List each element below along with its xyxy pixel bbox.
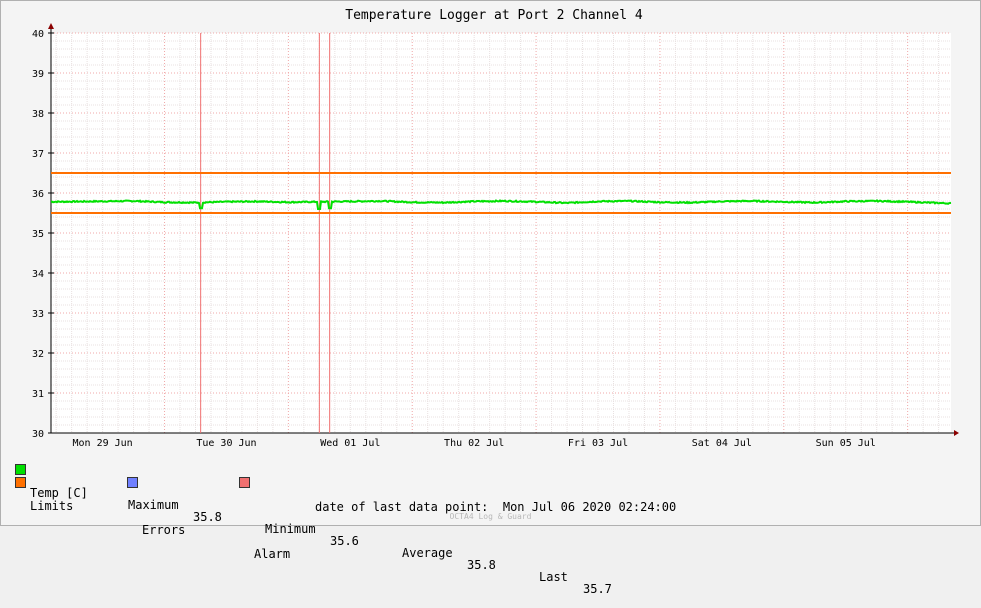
x-tick-label: Sat 04 Jul: [692, 438, 752, 449]
x-tick-label: Sun 05 Jul: [816, 438, 876, 449]
y-tick-label: 38: [32, 109, 44, 120]
legend-temp-label: Temp [C]: [30, 486, 88, 500]
grid: [51, 32, 951, 434]
y-tick-label: 40: [32, 29, 44, 40]
temp-swatch: [15, 464, 26, 475]
legend-max-label: Maximum: [128, 498, 179, 512]
legend-row-limits: Limits Errors Alarm: [15, 476, 290, 572]
y-tick-label: 32: [32, 349, 44, 360]
x-tick-label: Thu 02 Jul: [444, 438, 504, 449]
axes: [48, 23, 959, 436]
y-axis-arrow: [48, 23, 54, 29]
y-tick-label: 34: [32, 269, 44, 280]
footer-date-value: Mon Jul 06 2020 02:24:00: [502, 500, 677, 514]
x-tick-label: Fri 03 Jul: [568, 438, 628, 449]
limits-swatch: [15, 477, 26, 488]
temp-series-line: [50, 199, 952, 210]
footer-date-label: date of last data point:: [315, 500, 489, 514]
y-tick-labels: 30 31 32 33 34 35 36 37 38 39 40: [32, 29, 44, 440]
footer: date of last data point: Mon Jul 06 2020…: [315, 500, 676, 514]
x-tick-label: Tue 30 Jun: [196, 438, 256, 449]
x-tick-label: Wed 01 Jul: [320, 438, 380, 449]
series-marks: [50, 33, 952, 433]
legend-min-value: 35.6: [330, 534, 359, 548]
legend-limits-label: Limits: [30, 499, 74, 513]
legend-alarm-label: Alarm: [254, 547, 291, 561]
x-tick-label: Mon 29 Jun: [72, 438, 132, 449]
errors-swatch: [127, 477, 138, 488]
y-tick-label: 33: [32, 309, 44, 320]
legend-avg-value: 35.8: [467, 558, 496, 572]
chart-title: Temperature Logger at Port 2 Channel 4: [345, 8, 643, 23]
brand-watermark: OCTA4 Log & Guard: [449, 512, 532, 521]
y-tick-label: 39: [32, 69, 44, 80]
alarm-swatch: [239, 477, 250, 488]
y-tick-label: 37: [32, 149, 44, 160]
y-tick-label: 30: [32, 429, 44, 440]
y-tick-label: 35: [32, 229, 44, 240]
legend-min-label: Minimum: [265, 522, 316, 536]
x-tick-labels: Mon 29 Jun Tue 30 Jun Wed 01 Jul Thu 02 Jul…: [72, 438, 875, 449]
y-tick-label: 31: [32, 389, 44, 400]
y-tick-label: 36: [32, 189, 44, 200]
legend-avg-label: Average: [402, 546, 453, 560]
legend-last-label: Last: [539, 570, 568, 584]
temperature-chart: 30 31 32 33 34 35 36 37 38 39 40 Mon 29 Jun Tue 30 …: [32, 8, 959, 449]
legend-max-value: 35.8: [193, 510, 222, 524]
x-axis-arrow: [954, 430, 959, 436]
legend-last-value: 35.7: [583, 582, 612, 596]
